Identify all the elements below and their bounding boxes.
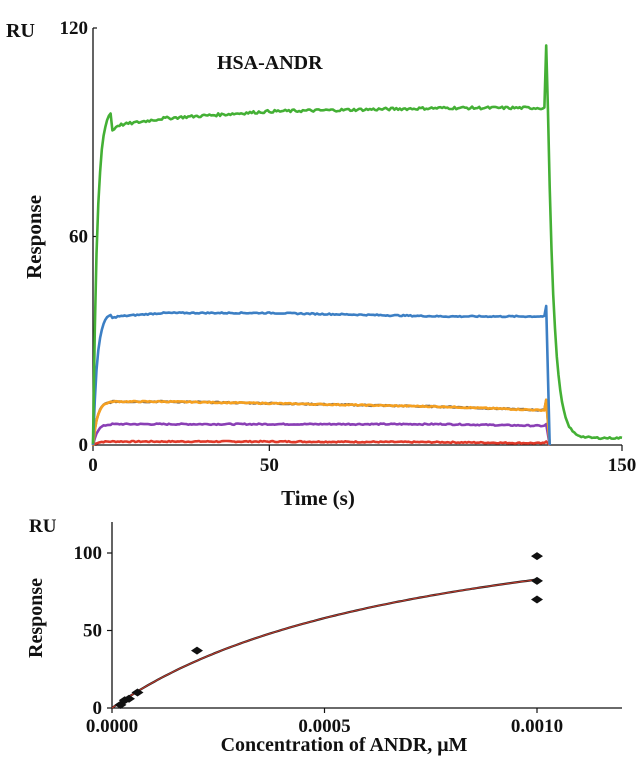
fit-curve <box>111 579 538 709</box>
data-point <box>123 694 135 703</box>
sensorgram-series-line <box>91 44 623 444</box>
bottom-y-axis-label: Response <box>25 578 47 658</box>
top-x-tick-label: 0 <box>88 455 98 476</box>
sensorgram-series-line <box>92 439 551 447</box>
bottom-y-tick-label: 0 <box>93 698 103 719</box>
bottom-x-tick-label: 0.0010 <box>511 716 563 737</box>
chart-title: HSA-ANDR <box>217 52 323 74</box>
bottom-y-tick-label: 100 <box>74 543 103 564</box>
bottom-x-tick-label: 0.0005 <box>298 716 350 737</box>
top-x-axis-label: Time (s) <box>281 486 355 510</box>
sensorgram-series-line <box>91 304 551 446</box>
data-point <box>531 595 543 604</box>
bottom-x-tick-label: 0.0000 <box>86 716 138 737</box>
top-y-tick-label: 120 <box>60 18 89 39</box>
bottom-y-tick-label: 50 <box>83 621 102 642</box>
sensorgram-chart: RU HSA-ANDR Response Time (s) 0 60 120 0 50 1… <box>6 18 636 510</box>
top-x-tick-label: 50 <box>260 455 279 476</box>
data-point <box>531 552 543 561</box>
top-y-tick-label: 0 <box>79 435 89 456</box>
fit-curve-shadow <box>111 578 538 709</box>
top-y-axis-label: Response <box>22 195 46 279</box>
bottom-x-axis-label: Concentration of ANDR, μM <box>221 734 468 756</box>
top-y-tick-label: 60 <box>69 227 88 248</box>
sensorgram-series-line <box>91 398 551 446</box>
data-point <box>531 576 543 585</box>
data-point <box>191 646 203 655</box>
bottom-y-unit: RU <box>29 516 57 537</box>
top-x-tick-label: 150 <box>608 455 637 476</box>
binding-curve-chart: RU Response Concentration of ANDR, μM 0 5… <box>25 516 622 756</box>
top-y-unit: RU <box>6 20 35 42</box>
data-point <box>131 688 144 697</box>
sensorgram-series-line <box>91 422 551 446</box>
